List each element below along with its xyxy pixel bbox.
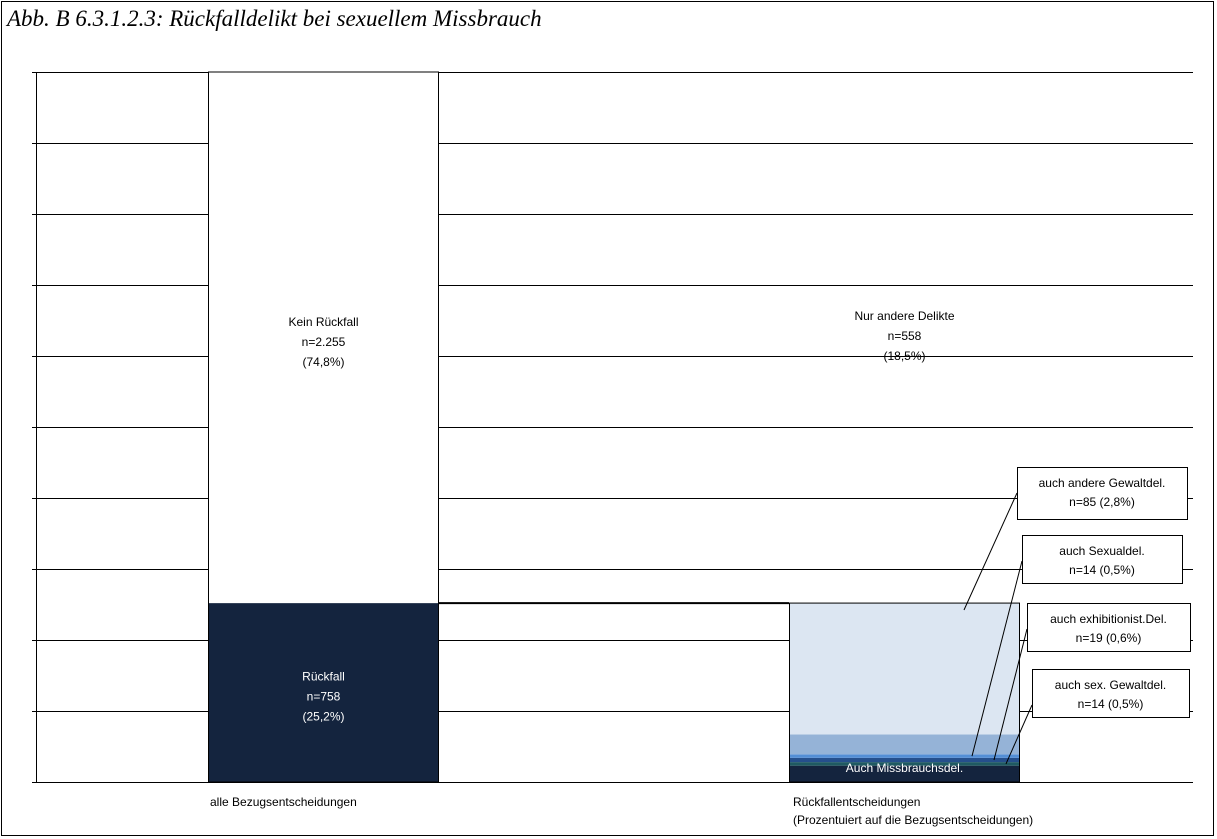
segment-label-missbrauch: Auch Missbrauchsdel. xyxy=(846,761,963,775)
callout-leader-sex_gewalt xyxy=(1005,704,1033,765)
bar-segment-sexualdel xyxy=(789,754,1020,758)
x-category-label: Rückfallentscheidungen xyxy=(793,795,920,809)
callout-text-sex_gewalt: auch sex. Gewaltdel. xyxy=(1055,678,1166,692)
segment-label-rueckfall: (25,2%) xyxy=(302,710,344,724)
bar-segment-nur_andere xyxy=(789,603,1020,735)
callout-text-exhibition: auch exhibitionist.Del. xyxy=(1050,612,1167,626)
callout-text-andere_gewalt: auch andere Gewaltdel. xyxy=(1039,476,1166,490)
segment-label-nur_andere: n=558 xyxy=(888,329,922,343)
callout-box-exhibition xyxy=(1027,603,1191,652)
bar-outline xyxy=(208,71,439,783)
x-category-label: (Prozentuiert auf die Bezugsentscheidung… xyxy=(793,813,1033,827)
bar-outline xyxy=(789,602,1020,783)
callout-box-sex_gewalt xyxy=(1032,669,1190,718)
bar-segment-exhibition xyxy=(789,757,1020,763)
callout-text-andere_gewalt: n=85 (2,8%) xyxy=(1069,495,1135,509)
callout-text-sexualdel: auch Sexualdel. xyxy=(1059,544,1144,558)
bar-segment-missbrauch xyxy=(789,765,1020,782)
callout-leader-exhibition xyxy=(993,628,1028,761)
segment-label-nur_andere: Nur andere Delikte xyxy=(854,309,954,323)
segment-label-kein_rueckfall: (74,8%) xyxy=(302,355,344,369)
segment-label-rueckfall: n=758 xyxy=(307,690,341,704)
segment-label-kein_rueckfall: n=2.255 xyxy=(302,335,346,349)
callout-text-sex_gewalt: n=14 (0,5%) xyxy=(1078,697,1144,711)
callout-leader-sexualdel xyxy=(971,560,1023,757)
callout-leader-andere_gewalt xyxy=(963,492,1018,611)
bar-segment-kein_rueckfall xyxy=(208,72,439,604)
segment-label-kein_rueckfall: Kein Rückfall xyxy=(288,315,358,329)
segment-label-missbrauch: n=68 (2,3%) xyxy=(872,781,938,795)
bar-segment-andere_gewalt xyxy=(789,734,1020,755)
segment-label-rueckfall: Rückfall xyxy=(302,670,345,684)
segment-label-nur_andere: (18,5%) xyxy=(883,349,925,363)
callout-box-sexualdel xyxy=(1022,535,1183,584)
bar-segment-rueckfall xyxy=(208,603,439,782)
bar-segment-sex_gewalt xyxy=(789,762,1020,766)
callout-box-andere_gewalt xyxy=(1017,467,1188,520)
chart-title: Abb. B 6.3.1.2.3: Rückfalldelikt bei sex… xyxy=(7,6,542,31)
callout-text-exhibition: n=19 (0,6%) xyxy=(1076,631,1142,645)
x-category-label: alle Bezugsentscheidungen xyxy=(210,795,357,809)
callout-text-sexualdel: n=14 (0,5%) xyxy=(1069,563,1135,577)
